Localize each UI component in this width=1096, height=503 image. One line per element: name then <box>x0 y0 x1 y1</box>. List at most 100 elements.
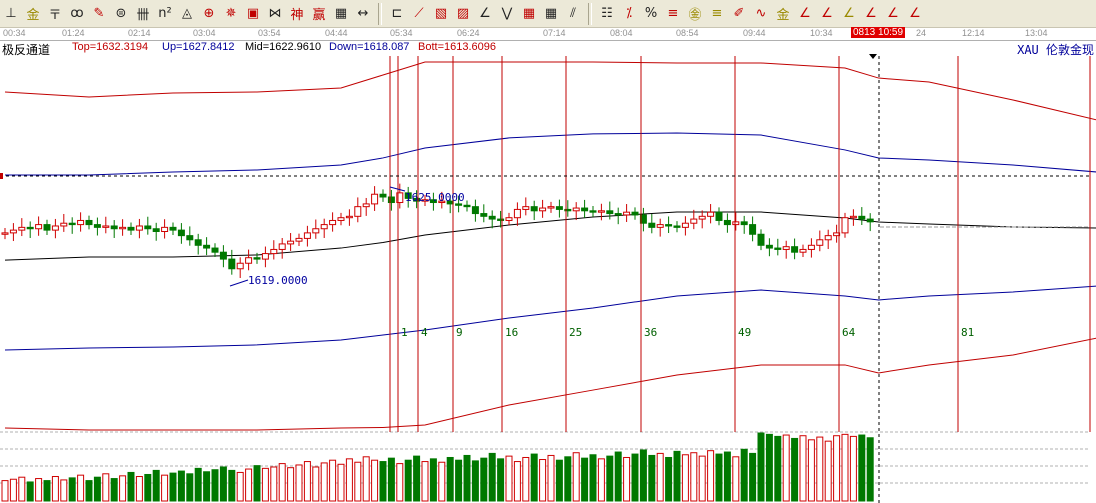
time-label: 00:34 <box>3 28 26 38</box>
volume-bar <box>312 466 320 502</box>
volume-bar <box>219 466 227 502</box>
candle-body <box>127 226 135 231</box>
candle-body <box>849 215 857 219</box>
fan-icon[interactable]: ⟋ <box>414 6 424 21</box>
spiral-icon[interactable]: ꝏ <box>70 6 84 21</box>
angle-icon[interactable]: ∠ <box>479 6 491 21</box>
gold-lines-icon[interactable]: ≡ <box>711 6 723 21</box>
candle-body <box>102 225 110 228</box>
gold-fan-icon[interactable]: 金 <box>26 8 40 23</box>
square-box-icon[interactable]: ▧ <box>434 6 448 21</box>
star-target-icon[interactable]: ✵ <box>225 6 237 21</box>
fib-time-icon[interactable]: 〒 <box>48 8 62 23</box>
candle-body <box>513 208 521 219</box>
volume-bar <box>35 478 43 502</box>
volume-bar <box>707 450 715 502</box>
pencil-icon[interactable]: ✐ <box>733 6 745 21</box>
volume-bar <box>186 473 194 502</box>
candle-body <box>245 257 253 264</box>
wave-icon[interactable]: ⋈ <box>268 6 282 21</box>
win-angle-icon[interactable]: ∠ <box>887 6 899 21</box>
grid-icon[interactable]: ▦ <box>334 6 348 21</box>
candle-body <box>144 225 152 230</box>
time-label: 06:24 <box>457 28 480 38</box>
volume-bar <box>119 475 127 502</box>
gold-circle-icon[interactable]: ㊎ <box>688 8 702 23</box>
candle-body <box>303 232 311 239</box>
gold-angle-icon[interactable]: ∠ <box>843 6 855 21</box>
volume-bar <box>152 469 160 502</box>
volume-bar <box>93 476 101 502</box>
grid-box-icon[interactable]: ▦ <box>522 6 536 21</box>
parallel-lines-icon[interactable]: 卌 <box>136 8 150 23</box>
god-icon[interactable]: 神 <box>290 8 304 23</box>
candle-body <box>295 237 303 242</box>
volume-bar <box>18 476 26 502</box>
candle-body <box>161 226 169 233</box>
gold-bar-icon[interactable]: 金 <box>776 8 790 23</box>
volume-bar <box>648 454 656 502</box>
parallel-hatch-icon[interactable]: ⫽ <box>570 6 576 21</box>
volume-bar <box>749 452 757 502</box>
box-icon[interactable]: ⊏ <box>391 6 403 21</box>
volume-bar <box>740 448 748 502</box>
candle-body <box>782 246 790 250</box>
volume-bar <box>144 473 152 502</box>
candle-body <box>404 192 412 199</box>
f-angle-icon[interactable]: ∠ <box>821 6 833 21</box>
volume-bar <box>354 461 362 502</box>
sine-icon[interactable]: ∿ <box>755 6 767 21</box>
stat-icon[interactable]: ☷ <box>601 6 613 21</box>
candle-body <box>774 247 782 250</box>
square-n-icon[interactable]: n² <box>158 6 172 21</box>
volume-bar <box>791 437 799 502</box>
candle-body <box>421 199 429 202</box>
percent-line-icon[interactable]: ⁒ <box>626 6 632 21</box>
win-icon[interactable]: 赢 <box>312 8 326 23</box>
candle-body <box>757 233 765 246</box>
candle-body <box>547 206 555 209</box>
candle-body <box>177 229 185 237</box>
diag-box-icon[interactable]: ▨ <box>456 6 470 21</box>
percent-lines-icon[interactable]: ≡ <box>667 6 679 21</box>
zigzag-icon[interactable]: ⋁ <box>501 6 513 21</box>
volume-bar <box>228 469 236 502</box>
volume-bar <box>345 458 353 502</box>
volume-bar <box>757 432 765 502</box>
gold-line-icon[interactable]: ⊥ <box>5 6 17 21</box>
target-icon[interactable]: ⊕ <box>203 6 215 21</box>
triangle-icon[interactable]: ◬ <box>182 6 192 21</box>
circle-ruler-icon[interactable]: ⊜ <box>115 6 127 21</box>
volume-bar <box>110 478 118 502</box>
god-angle-icon[interactable]: ∠ <box>865 6 877 21</box>
volume-bar <box>236 471 244 502</box>
candle-body <box>522 206 530 210</box>
square-target-icon[interactable]: ▣ <box>246 6 260 21</box>
candle-body <box>555 206 563 210</box>
candle-body <box>261 253 269 260</box>
volume-bar <box>623 456 631 502</box>
j-angle-icon[interactable]: ∠ <box>799 6 811 21</box>
indicator-name: 极反通道 <box>2 43 51 57</box>
time-label: 05:34 <box>390 28 413 38</box>
volume-bar <box>866 437 874 502</box>
volume-bar <box>480 457 488 502</box>
span-icon[interactable]: ↔ <box>357 6 369 21</box>
volume-bar <box>9 478 17 502</box>
volume-bar <box>371 459 379 502</box>
four-angle-icon[interactable]: ∠ <box>909 6 921 21</box>
time-label: 03:04 <box>193 28 216 38</box>
hatched-box-icon[interactable]: ▦ <box>544 6 558 21</box>
cursor-arrow-icon <box>869 54 877 59</box>
pen-icon[interactable]: ✎ <box>93 6 105 21</box>
percent-icon[interactable]: % <box>644 6 658 21</box>
candle-body <box>648 222 656 228</box>
candle-body <box>539 207 547 212</box>
down-value: Down=1618.087 <box>329 41 410 53</box>
volume-bar <box>774 435 782 502</box>
candle-body <box>623 211 631 216</box>
volume-bar <box>161 474 169 502</box>
volume-bar <box>639 449 647 502</box>
candle-body <box>26 226 34 230</box>
